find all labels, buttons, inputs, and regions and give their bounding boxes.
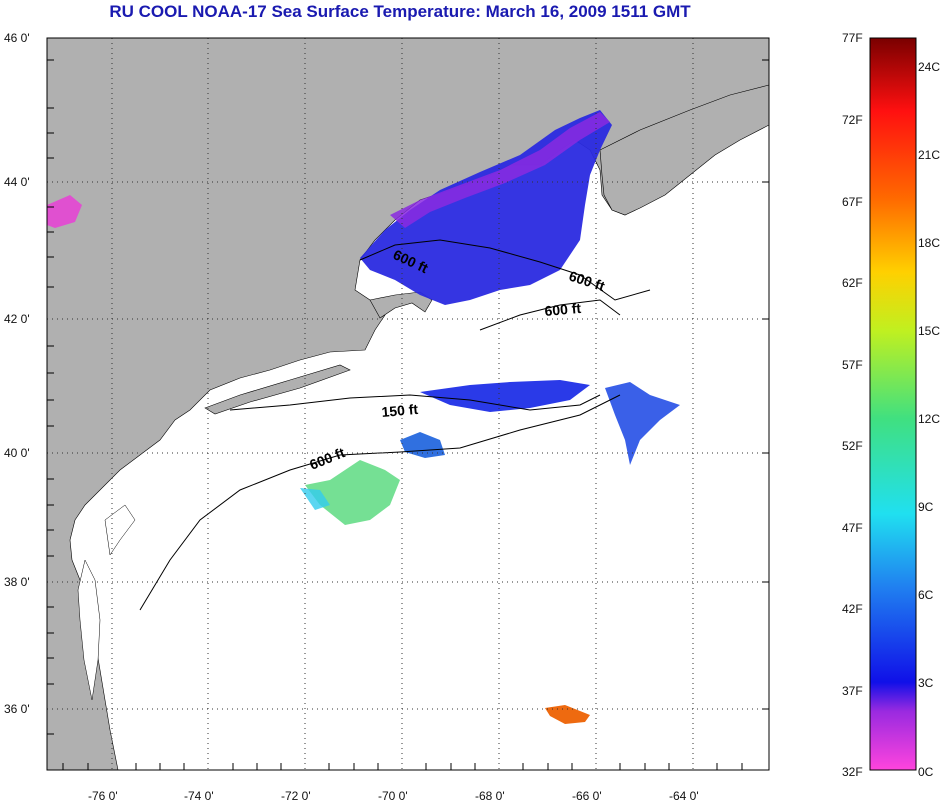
chart-title: RU COOL NOAA-17 Sea Surface Temperature:… xyxy=(109,2,691,21)
cbar-f-62: 62F xyxy=(842,276,863,290)
lat-label-36: 36 0' xyxy=(4,702,30,716)
sst-slope-green xyxy=(305,460,400,525)
sst-scotian-patch xyxy=(605,382,680,465)
cbar-c-12: 12C xyxy=(918,412,940,426)
cbar-f-57: 57F xyxy=(842,358,863,372)
cbar-c-18: 18C xyxy=(918,236,940,250)
contour-600ft-gulf xyxy=(479,299,621,331)
colorbar-gradient xyxy=(869,37,917,771)
map-ticks xyxy=(47,59,769,770)
cbar-f-77: 77F xyxy=(842,31,863,45)
lat-label-44: 44 0' xyxy=(4,175,30,189)
lon-label-70: -70 0' xyxy=(378,789,408,803)
lon-label-68: -68 0' xyxy=(475,789,505,803)
lon-label-74: -74 0' xyxy=(184,789,214,803)
cbar-f-52: 52F xyxy=(842,439,863,453)
lon-label-76: -76 0' xyxy=(88,789,118,803)
cbar-c-15: 15C xyxy=(918,324,940,338)
cbar-c-24: 24C xyxy=(918,60,940,74)
sst-slope-cyan xyxy=(300,488,330,510)
contour-label-150ft: 150 ft xyxy=(381,401,419,420)
cbar-c-6: 6C xyxy=(918,588,934,602)
cbar-c-21: 21C xyxy=(918,148,940,162)
contour-600ft-shelf xyxy=(139,394,621,611)
contour-600ft-north xyxy=(359,239,651,301)
lat-label-42: 42 0' xyxy=(4,312,30,326)
cbar-f-47: 47F xyxy=(842,521,863,535)
graticule xyxy=(47,38,769,770)
lon-label-64: -64 0' xyxy=(669,789,699,803)
cbar-f-32: 32F xyxy=(842,765,863,779)
delaware-bay xyxy=(104,504,136,556)
sst-coastal-purple xyxy=(390,112,610,228)
land-long-island xyxy=(204,364,351,415)
sst-orange-patch xyxy=(545,705,590,724)
cbar-f-37: 37F xyxy=(842,684,863,698)
cbar-f-72: 72F xyxy=(842,113,863,127)
contour-150ft xyxy=(229,394,601,411)
cbar-c-0: 0C xyxy=(918,765,934,779)
lat-label-46: 46 0' xyxy=(4,31,30,45)
lat-label-40: 40 0' xyxy=(4,446,30,460)
cbar-c-3: 3C xyxy=(918,676,934,690)
lon-label-72: -72 0' xyxy=(281,789,311,803)
cbar-f-42: 42F xyxy=(842,602,863,616)
sst-map: 46 0' 44 0' 42 0' 40 0' 38 0' 36 0' -76 … xyxy=(4,31,770,803)
land-cape-cod xyxy=(369,291,433,319)
chesapeake-bay xyxy=(77,559,101,701)
lat-label-38: 38 0' xyxy=(4,575,30,589)
cbar-c-9: 9C xyxy=(918,500,934,514)
map-frame xyxy=(46,37,770,771)
contour-label-600ft-3: 600 ft xyxy=(544,300,582,319)
lon-label-66: -66 0' xyxy=(572,789,602,803)
cbar-f-67: 67F xyxy=(842,195,863,209)
sst-georges-bank xyxy=(420,380,590,412)
lake-patch xyxy=(47,195,82,228)
